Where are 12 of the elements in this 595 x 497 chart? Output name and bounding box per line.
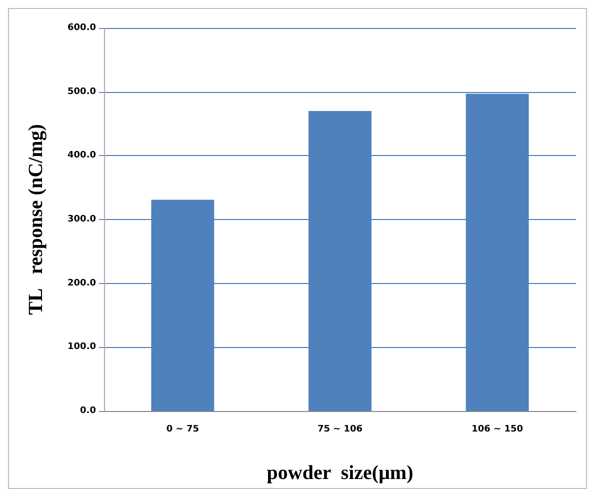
y-tick-label: 200.0 — [68, 278, 96, 288]
y-tick-label: 500.0 — [68, 86, 96, 97]
x-tick-label: 75 ~ 106 — [317, 424, 363, 434]
y-axis-title: TL response (nC/mg) — [25, 124, 47, 315]
x-axis-title: powder size(μm) — [266, 462, 414, 484]
x-tick-label: 0 ~ 75 — [166, 424, 199, 434]
y-tick-label: 600.0 — [68, 23, 96, 33]
y-tick-label: 400.0 — [68, 150, 96, 161]
y-tick-label: 0.0 — [80, 406, 96, 416]
y-tick-label: 300.0 — [68, 214, 96, 224]
x-tick-label: 106 ~ 150 — [472, 424, 524, 434]
y-tick-label: 100.0 — [68, 342, 96, 352]
